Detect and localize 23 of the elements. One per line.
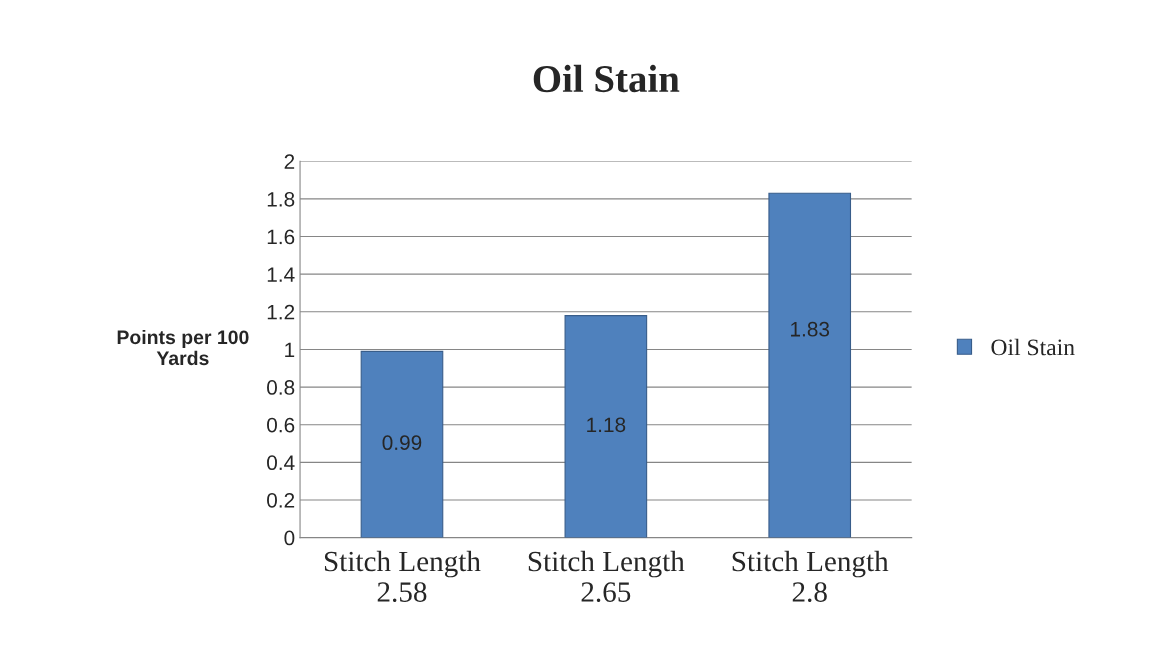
y-tick-label: 1.4 xyxy=(267,267,295,282)
x-tick-label: Stitch Length 2.65 xyxy=(528,550,685,603)
y-tick-label: 1.6 xyxy=(267,229,295,245)
y-tick-label: 2 xyxy=(284,154,295,169)
legend-label: Oil Stain xyxy=(991,338,1075,356)
data-label: 1.18 xyxy=(587,417,626,433)
x-tick-label: Stitch Length 2.58 xyxy=(324,550,481,603)
chart-title: Oil Stain xyxy=(533,64,680,93)
x-tick-label: Stitch Length 2.8 xyxy=(732,550,889,603)
data-label: 1.83 xyxy=(791,321,830,337)
y-tick-label: 1.2 xyxy=(267,304,295,320)
y-tick-label: 0.2 xyxy=(267,492,295,508)
bar xyxy=(360,350,444,538)
y-tick-label: 0.8 xyxy=(267,380,295,395)
data-label: 0.99 xyxy=(382,435,422,451)
y-tick-label: 0.6 xyxy=(267,417,295,433)
y-tick-label: 1.8 xyxy=(267,191,295,207)
bar xyxy=(564,315,648,538)
bar xyxy=(768,192,852,538)
y-axis-title: Points per 100 Yards xyxy=(117,329,249,366)
y-tick-label: 0 xyxy=(284,530,295,546)
y-tick-label: 0.4 xyxy=(267,455,295,471)
y-tick-label: 1 xyxy=(285,342,295,357)
